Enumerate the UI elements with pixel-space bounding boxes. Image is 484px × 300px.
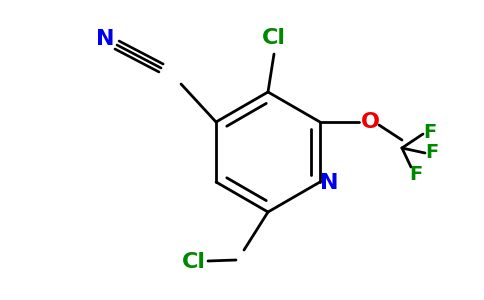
Text: O: O: [361, 112, 379, 132]
Text: Cl: Cl: [182, 252, 206, 272]
Text: N: N: [320, 173, 338, 193]
Text: F: F: [425, 143, 439, 163]
Text: F: F: [409, 164, 423, 184]
Text: Cl: Cl: [262, 28, 286, 48]
Text: F: F: [424, 122, 437, 142]
Text: N: N: [96, 29, 114, 49]
